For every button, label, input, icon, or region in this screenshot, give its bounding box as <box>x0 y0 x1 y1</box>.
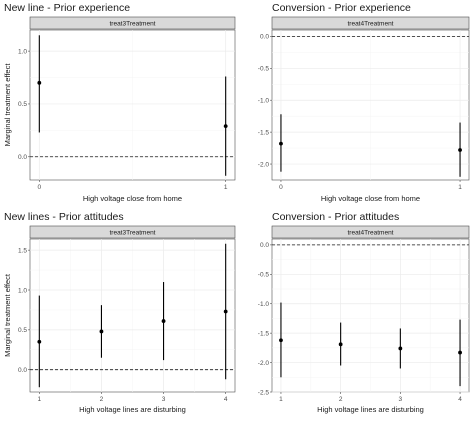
x-tick-label: 2 <box>100 396 104 403</box>
x-tick-label: 0 <box>279 184 283 191</box>
x-axis-label: High voltage lines are disturbing <box>317 405 424 414</box>
data-point <box>99 329 104 334</box>
chart-title: Conversion - Prior experience <box>272 2 411 14</box>
y-tick-label: 0.0 <box>260 242 269 249</box>
y-tick-label: -2.0 <box>258 161 270 168</box>
x-axis-label: High voltage close from home <box>321 194 420 203</box>
x-axis-label: High voltage close from home <box>83 194 182 203</box>
chart-title: New lines - Prior attitudes <box>4 211 124 223</box>
data-point <box>338 342 343 347</box>
data-point <box>37 80 42 85</box>
y-tick-label: 0.0 <box>260 34 269 41</box>
x-tick-label: 4 <box>224 396 228 403</box>
y-tick-label: -1.5 <box>258 129 270 136</box>
data-point <box>223 309 228 314</box>
y-axis-label: Marginal treatment effect <box>3 63 12 147</box>
data-point <box>458 148 462 152</box>
y-tick-label: 1.0 <box>18 287 27 294</box>
x-tick-label: 1 <box>38 396 42 403</box>
x-tick-label: 0 <box>38 184 42 191</box>
y-tick-label: -0.5 <box>258 66 270 73</box>
x-tick-label: 2 <box>339 396 343 403</box>
chart-panel-4: Conversion - Prior attitudes treat4Treatm… <box>258 211 470 414</box>
chart-title: Conversion - Prior attitudes <box>272 211 399 223</box>
x-tick-label: 4 <box>458 396 462 403</box>
facet-strip <box>271 225 470 239</box>
x-tick-label: 1 <box>458 184 462 191</box>
y-tick-label: 1.0 <box>18 48 27 55</box>
x-tick-label: 1 <box>279 396 283 403</box>
y-tick-label: -1.0 <box>258 98 270 105</box>
y-tick-label: -1.0 <box>258 301 270 308</box>
y-axis-label: Marginal treatment effect <box>3 273 12 357</box>
y-tick-label: -2.5 <box>258 389 270 396</box>
data-point <box>161 319 166 323</box>
chart-panel-1: New line - Prior experience treat3Treatme… <box>3 2 236 203</box>
data-point <box>279 141 283 146</box>
facet-strip-label: treat4Treatment <box>347 230 393 237</box>
data-point <box>279 338 283 343</box>
facet-strip-label: treat3Treatment <box>109 230 155 237</box>
y-tick-label: -2.0 <box>258 360 270 367</box>
y-tick-label: 0.5 <box>18 327 27 334</box>
facet-strip <box>271 16 470 30</box>
x-axis-label: High voltage lines are disturbing <box>79 405 186 414</box>
y-tick-label: -0.5 <box>258 272 270 279</box>
facet-strip-label: treat3Treatment <box>109 21 155 28</box>
facet-strip <box>29 225 236 239</box>
y-tick-label: 1.5 <box>18 247 27 254</box>
data-point <box>223 124 228 129</box>
data-point <box>398 346 403 351</box>
chart-title: New line - Prior experience <box>4 2 130 14</box>
x-tick-label: 3 <box>162 396 166 403</box>
chart-panel-3: New lines - Prior attitudes treat3Treatme… <box>3 211 236 414</box>
y-tick-label: 0.0 <box>18 154 27 161</box>
y-tick-label: 0.0 <box>18 367 27 374</box>
chart-panel-2: Conversion - Prior experience treat4Treat… <box>258 2 470 203</box>
x-tick-label: 3 <box>399 396 403 403</box>
x-tick-label: 1 <box>224 184 228 191</box>
data-point <box>458 350 462 355</box>
facet-strip-label: treat4Treatment <box>347 21 393 28</box>
y-tick-label: 0.5 <box>18 101 27 108</box>
data-point <box>37 339 42 344</box>
y-tick-label: -1.5 <box>258 330 270 337</box>
facet-strip <box>29 16 236 30</box>
